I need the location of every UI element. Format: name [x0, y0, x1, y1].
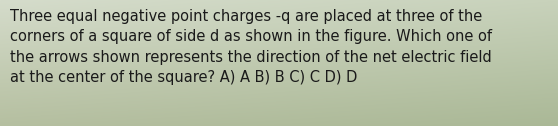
- Text: Three equal negative point charges -q are placed at three of the
corners of a sq: Three equal negative point charges -q ar…: [10, 9, 492, 85]
